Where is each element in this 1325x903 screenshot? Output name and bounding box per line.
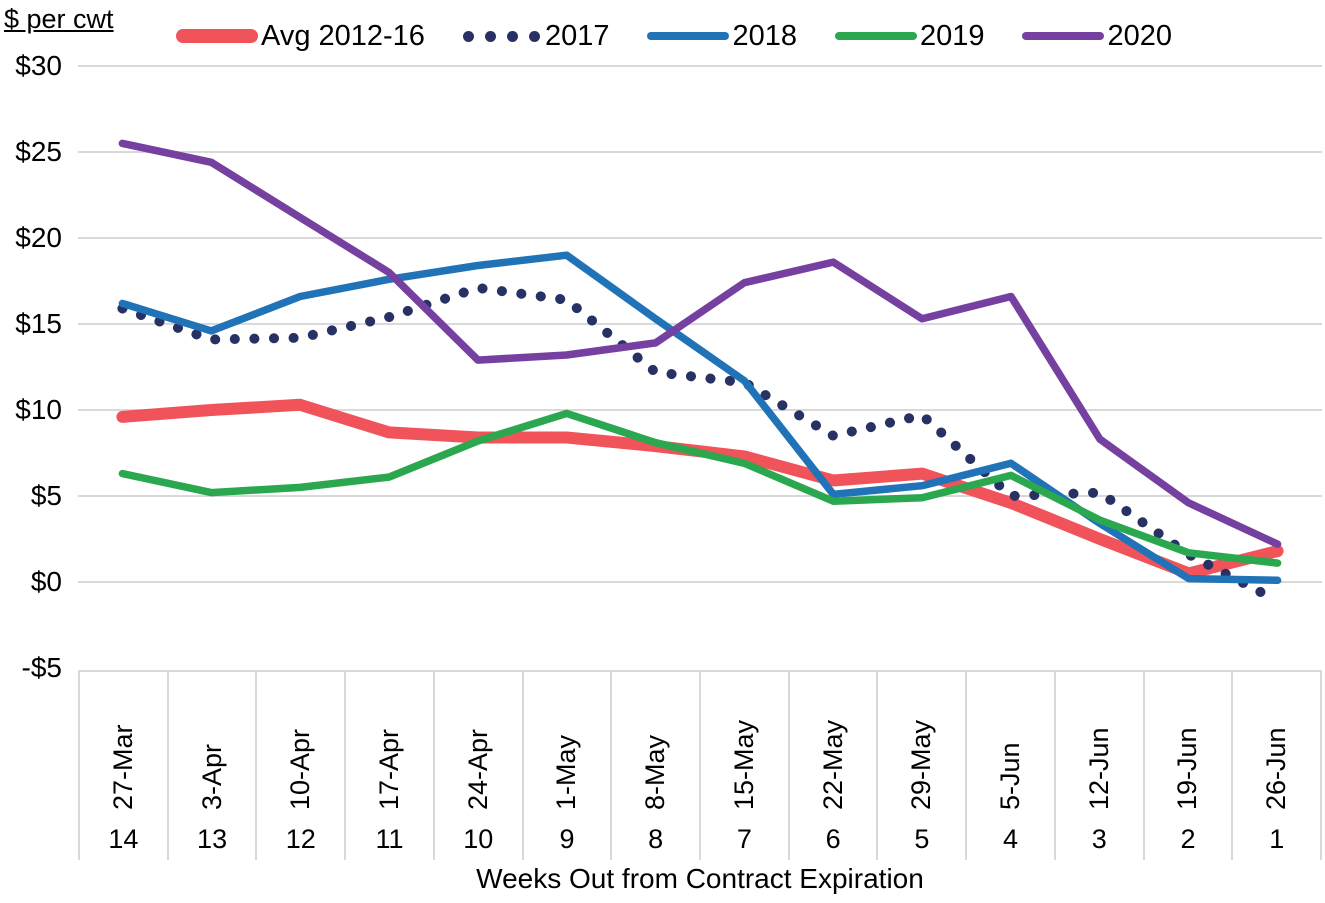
x-date-label: 15-May — [728, 719, 759, 810]
y-tick-label: -$5 — [21, 652, 62, 683]
series-line-2018 — [118, 251, 1282, 585]
legend-label: 2017 — [544, 19, 610, 52]
x-week-label: 1 — [1269, 824, 1285, 854]
x-axis-title: Weeks Out from Contract Expiration — [476, 863, 924, 894]
x-category-cell: 22-May 6 — [787, 672, 877, 860]
x-category-cell: 27-Mar 14 — [78, 672, 167, 860]
x-week-label: 7 — [736, 824, 752, 854]
x-week-label: 4 — [1003, 824, 1019, 854]
y-axis-title: $ per cwt — [4, 4, 114, 34]
legend-item-2020: 2020 — [1022, 20, 1172, 53]
y-tick-label: $25 — [15, 136, 62, 167]
y-tick-label: $30 — [15, 50, 62, 81]
x-date-label: 29-May — [906, 719, 937, 810]
legend-item-avg-2012-16: Avg 2012-16 — [176, 20, 425, 53]
legend-label: Avg 2012-16 — [261, 19, 425, 52]
x-week-label: 13 — [197, 824, 228, 854]
x-week-label: 12 — [285, 824, 316, 854]
legend-swatch-2017-dots — [462, 30, 540, 42]
x-week-label: 6 — [825, 824, 841, 854]
legend-swatch-avg-line — [176, 29, 258, 43]
dot-icon — [506, 30, 518, 42]
x-category-cell: 26-Jun 1 — [1231, 672, 1323, 860]
x-date-label: 26-Jun — [1261, 727, 1292, 810]
x-date-label: 27-Mar — [107, 724, 138, 810]
x-date-label: 17-Apr — [374, 728, 405, 810]
legend-label: 2018 — [732, 19, 797, 52]
y-tick-label: $0 — [30, 566, 62, 597]
legend-item-2018: 2018 — [647, 20, 797, 53]
legend: Avg 2012-16 2017 2018 2019 2020 — [176, 18, 1172, 54]
x-category-cell: 12-Jun 3 — [1053, 672, 1143, 860]
legend-label: 2019 — [919, 19, 985, 52]
dot-icon — [484, 30, 496, 42]
legend-item-2017: 2017 — [462, 19, 610, 53]
x-date-label: 5-Jun — [995, 742, 1026, 810]
y-tick-label: $10 — [15, 394, 62, 425]
legend-swatch-2019-line — [834, 32, 917, 40]
x-week-label: 3 — [1091, 824, 1107, 854]
x-week-label: 5 — [914, 824, 930, 854]
legend-label: 2020 — [1107, 19, 1172, 52]
x-category-cell: 15-May 7 — [699, 672, 788, 860]
x-date-label: 12-Jun — [1083, 727, 1114, 810]
x-category-cell: 8-May 8 — [610, 672, 699, 860]
x-date-label: 8-May — [640, 734, 671, 810]
x-category-cell: 24-Apr 10 — [432, 672, 522, 860]
x-week-label: 14 — [108, 824, 139, 854]
x-axis-table: 27-Mar 14 3-Apr 13 10-Apr 12 17-Apr 11 24-Apr 10 1… — [78, 670, 1323, 860]
series-line-2019 — [118, 409, 1282, 567]
series-line-2020 — [118, 139, 1282, 548]
y-tick-label: $15 — [15, 308, 62, 339]
x-date-label: 1-May — [551, 734, 582, 810]
y-tick-label: $5 — [30, 480, 62, 511]
x-category-cell: 19-Jun 2 — [1142, 672, 1232, 860]
x-category-cell: 1-May 9 — [521, 672, 611, 860]
x-week-label: 8 — [648, 824, 664, 854]
legend-swatch-2018-line — [647, 32, 730, 40]
legend-item-2019: 2019 — [834, 19, 985, 53]
x-week-label: 9 — [559, 824, 575, 854]
dot-icon — [528, 30, 540, 42]
x-category-cell: 10-Apr 12 — [255, 672, 344, 860]
dot-icon — [462, 30, 474, 42]
x-date-label: 24-Apr — [462, 728, 493, 810]
x-date-label: 22-May — [817, 719, 848, 810]
x-week-label: 2 — [1180, 824, 1196, 854]
x-week-label: 11 — [375, 824, 404, 854]
x-week-label: 10 — [463, 824, 494, 854]
series-line-2017 — [117, 282, 1283, 606]
y-tick-label: $20 — [15, 222, 62, 253]
x-date-label: 19-Jun — [1172, 727, 1203, 810]
x-date-label: 3-Apr — [196, 743, 227, 810]
x-date-label: 10-Apr — [285, 728, 316, 810]
x-category-cell: 3-Apr 13 — [166, 672, 256, 860]
x-category-cell: 17-Apr 11 — [344, 672, 433, 860]
legend-swatch-2020-line — [1022, 32, 1105, 40]
x-category-cell: 5-Jun 4 — [965, 672, 1054, 860]
x-category-cell: 29-May 5 — [876, 672, 965, 860]
